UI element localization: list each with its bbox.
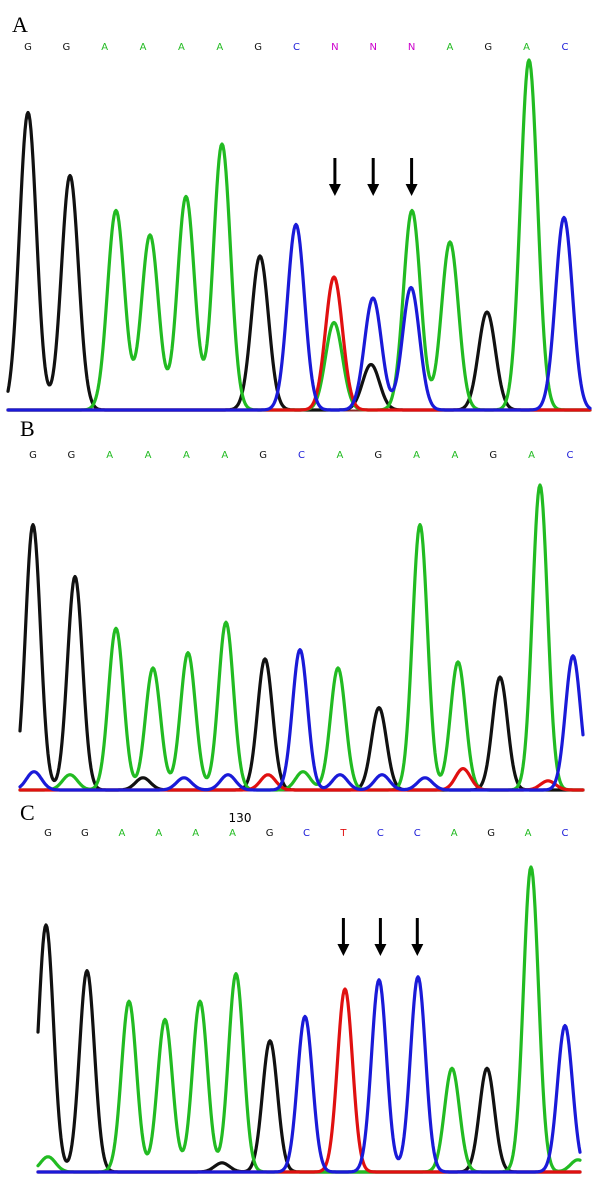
position-label: 130 xyxy=(229,811,252,825)
base-call-label: A xyxy=(528,450,535,461)
trace-a xyxy=(18,483,585,792)
mutation-arrow-icon xyxy=(367,158,380,196)
base-call-label: G xyxy=(489,450,497,461)
base-call-label: A xyxy=(155,828,162,839)
trace-g xyxy=(6,110,592,412)
mutation-arrow-icon xyxy=(405,158,418,196)
mutation-arrow-icon xyxy=(328,158,341,196)
base-call-label: A xyxy=(145,450,152,461)
base-call-label: G xyxy=(68,450,76,461)
base-call-label: N xyxy=(369,42,376,53)
base-call-label: A xyxy=(451,828,458,839)
base-call-label: C xyxy=(414,828,421,839)
panel-label-b: B xyxy=(20,416,35,441)
base-call-label: G xyxy=(374,450,382,461)
base-call-label: N xyxy=(408,42,415,53)
trace-c xyxy=(6,215,592,412)
base-call-label: A xyxy=(140,42,147,53)
base-call-label: G xyxy=(81,828,89,839)
base-call-label: A xyxy=(523,42,530,53)
base-call-label: A xyxy=(221,450,228,461)
base-call-label: A xyxy=(106,450,113,461)
mutation-arrow-icon xyxy=(411,918,424,956)
base-call-label: A xyxy=(336,450,343,461)
base-call-label: A xyxy=(118,828,125,839)
trace-a xyxy=(36,865,582,1174)
base-call-label: C xyxy=(293,42,300,53)
base-call-label: A xyxy=(446,42,453,53)
base-call-label: A xyxy=(216,42,223,53)
mutation-arrow-icon xyxy=(374,918,387,956)
base-call-label: C xyxy=(562,828,569,839)
base-call-label: T xyxy=(339,828,347,839)
chromatogram-panel-b: B G G A A A A G C A G A A G A C xyxy=(18,416,585,792)
base-call-label: C xyxy=(567,450,574,461)
base-call-label: A xyxy=(229,828,236,839)
base-call-label: C xyxy=(298,450,305,461)
base-call-label: A xyxy=(101,42,108,53)
base-call-label: N xyxy=(331,42,338,53)
base-call-label: A xyxy=(183,450,190,461)
base-call-label: A xyxy=(178,42,185,53)
base-call-label: G xyxy=(259,450,267,461)
panel-label-c: C xyxy=(20,800,35,825)
base-call-label: A xyxy=(413,450,420,461)
base-call-label: C xyxy=(562,42,569,53)
panel-label-a: A xyxy=(12,12,28,37)
base-call-label: A xyxy=(525,828,532,839)
base-call-label: G xyxy=(266,828,274,839)
base-call-label: C xyxy=(303,828,310,839)
base-call-label: G xyxy=(63,42,71,53)
base-call-label: A xyxy=(192,828,199,839)
mutation-arrow-icon xyxy=(337,918,350,956)
base-call-label: A xyxy=(451,450,458,461)
trace-c xyxy=(36,975,582,1174)
base-call-label: G xyxy=(254,42,262,53)
base-call-label: G xyxy=(44,828,52,839)
trace-c xyxy=(18,648,585,792)
base-call-label: C xyxy=(377,828,384,839)
base-call-label: G xyxy=(24,42,32,53)
base-call-label: G xyxy=(487,828,495,839)
base-call-label: G xyxy=(484,42,492,53)
base-call-label: G xyxy=(29,450,37,461)
